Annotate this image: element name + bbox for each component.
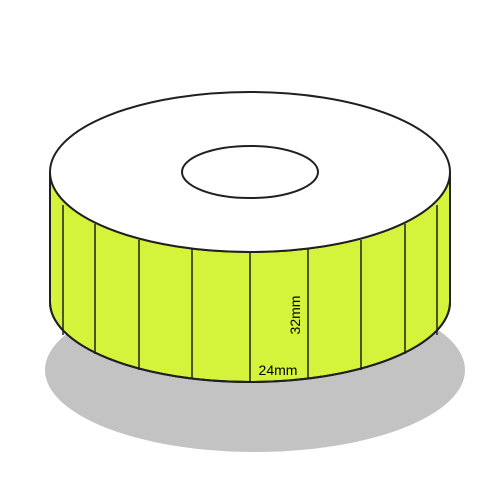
label-roll-diagram: 32mm 24mm <box>0 0 500 500</box>
roll-hub <box>182 146 318 198</box>
dim-height: 32mm <box>287 296 303 335</box>
dim-width: 24mm <box>259 362 298 378</box>
